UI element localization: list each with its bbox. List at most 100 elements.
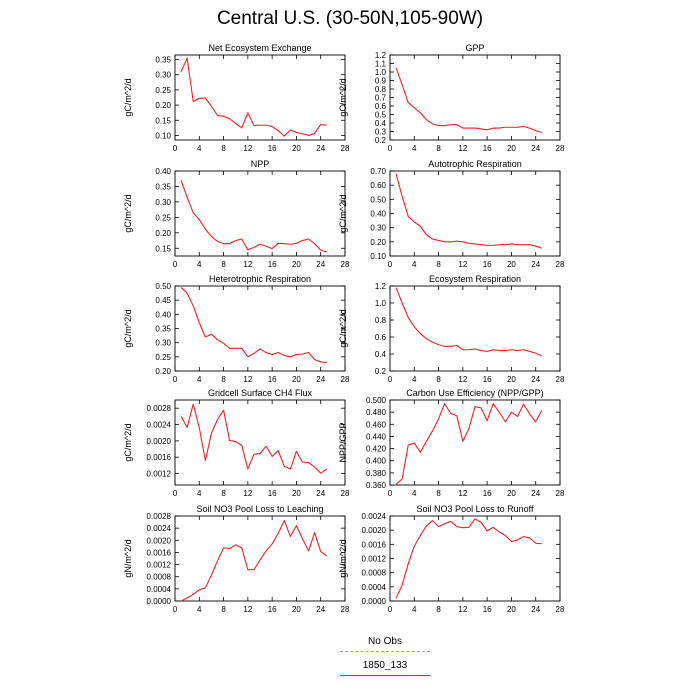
y-tick-label: 0.0024 xyxy=(147,524,172,533)
y-tick-label: 0.45 xyxy=(155,296,171,305)
x-tick-label: 0 xyxy=(388,375,393,384)
x-tick-label: 20 xyxy=(292,260,301,269)
x-tick-label: 28 xyxy=(556,489,565,498)
chart-title: Ecosystem Respiration xyxy=(429,274,521,284)
x-tick-label: 4 xyxy=(412,375,417,384)
x-tick-label: 24 xyxy=(531,605,540,614)
y-tick-label: 0.0024 xyxy=(147,421,172,430)
y-tick-label: 0.30 xyxy=(155,198,171,207)
y-tick-label: 0.10 xyxy=(155,131,171,140)
y-tick-label: 0.25 xyxy=(155,353,171,362)
x-tick-label: 12 xyxy=(243,375,252,384)
x-tick-label: 20 xyxy=(292,605,301,614)
x-tick-label: 16 xyxy=(483,375,492,384)
x-tick-label: 4 xyxy=(412,260,417,269)
x-tick-label: 12 xyxy=(458,375,467,384)
x-tick-label: 8 xyxy=(436,375,441,384)
chart-title: NPP xyxy=(251,159,270,169)
x-tick-label: 4 xyxy=(197,144,202,153)
y-tick-label: 0.0020 xyxy=(147,437,172,446)
y-tick-label: 0.40 xyxy=(370,210,386,219)
plot-frame xyxy=(174,399,346,486)
chart-title: Gridcell Surface CH4 Flux xyxy=(208,388,313,398)
x-tick-label: 4 xyxy=(412,489,417,498)
x-tick-label: 12 xyxy=(458,144,467,153)
series-line xyxy=(395,403,543,485)
y-tick-label: 0.9 xyxy=(375,77,387,86)
chart-title: Autotrophic Respiration xyxy=(428,159,522,169)
plot-frame xyxy=(389,170,561,257)
y-tick-label: 0.400 xyxy=(366,457,387,466)
x-tick-label: 28 xyxy=(341,375,350,384)
y-axis-label: gN/m^2/d xyxy=(338,539,348,577)
y-tick-label: 0.0024 xyxy=(362,512,387,521)
y-tick-label: 0.15 xyxy=(155,116,171,125)
y-axis-label: gC/m^2/d xyxy=(123,423,133,461)
chart-title: GPP xyxy=(465,43,484,53)
x-tick-label: 4 xyxy=(197,605,202,614)
y-tick-label: 0.3 xyxy=(375,128,387,137)
x-tick-label: 0 xyxy=(388,144,393,153)
x-tick-label: 8 xyxy=(436,144,441,153)
x-tick-label: 4 xyxy=(412,144,417,153)
x-tick-label: 24 xyxy=(316,375,325,384)
y-tick-label: 0.2 xyxy=(375,136,387,145)
x-tick-label: 28 xyxy=(556,260,565,269)
y-tick-label: 0.5 xyxy=(375,111,387,120)
legend-label-no-obs: No Obs xyxy=(368,636,402,647)
y-tick-label: 0.0028 xyxy=(147,512,172,521)
y-tick-label: 0.440 xyxy=(366,432,387,441)
x-tick-label: 4 xyxy=(197,375,202,384)
y-tick-label: 0.500 xyxy=(366,396,387,405)
y-tick-label: 0.8 xyxy=(375,85,387,94)
chart-title: Heterotrophic Respiration xyxy=(209,274,311,284)
x-tick-label: 4 xyxy=(412,605,417,614)
y-tick-label: 0.60 xyxy=(370,181,386,190)
y-tick-label: 0.40 xyxy=(155,167,171,176)
y-tick-label: 0.20 xyxy=(370,238,386,247)
x-tick-label: 24 xyxy=(316,260,325,269)
x-tick-label: 4 xyxy=(197,260,202,269)
chart-panel-2: NPP gC/m^2/d 0 4 8 12 16 20 24 28 0.15 0.20 0.25 0.30… xyxy=(123,159,350,269)
x-tick-label: 0 xyxy=(173,144,178,153)
x-tick-label: 12 xyxy=(458,260,467,269)
x-tick-label: 8 xyxy=(221,260,226,269)
y-tick-label: 0.50 xyxy=(370,195,386,204)
legend-line-1850-133 xyxy=(340,675,430,676)
x-tick-label: 12 xyxy=(243,489,252,498)
y-tick-label: 1.1 xyxy=(375,60,387,69)
x-tick-label: 24 xyxy=(531,260,540,269)
y-tick-label: 0.35 xyxy=(155,182,171,191)
y-tick-label: 0.0000 xyxy=(362,597,387,606)
series-line xyxy=(180,403,328,474)
y-tick-label: 0.6 xyxy=(375,102,387,111)
y-tick-label: 0.360 xyxy=(366,481,387,490)
y-tick-label: 0.8 xyxy=(375,316,387,325)
y-tick-label: 0.0016 xyxy=(362,540,387,549)
series-line xyxy=(180,180,327,253)
x-tick-label: 8 xyxy=(221,605,226,614)
x-tick-label: 16 xyxy=(483,144,492,153)
x-tick-label: 16 xyxy=(483,260,492,269)
page-title: Central U.S. (30-50N,105-90W) xyxy=(216,8,484,29)
series-line xyxy=(395,67,542,133)
chart-panel-7: Carbon Use Efficiency (NPP/GPP) NPP/GPP 0 4… xyxy=(338,388,565,498)
chart-title: Soil NO3 Pool Loss to Leaching xyxy=(196,504,323,514)
y-axis-label: gC/m^2/d xyxy=(123,78,133,116)
x-tick-label: 0 xyxy=(388,489,393,498)
x-tick-label: 8 xyxy=(221,375,226,384)
x-tick-label: 20 xyxy=(507,605,516,614)
x-tick-label: 12 xyxy=(458,489,467,498)
y-tick-label: 0.25 xyxy=(155,213,171,222)
y-tick-label: 0.0008 xyxy=(362,569,387,578)
x-tick-label: 8 xyxy=(221,144,226,153)
x-tick-label: 0 xyxy=(388,260,393,269)
y-tick-label: 0.50 xyxy=(155,282,171,291)
y-tick-label: 0.35 xyxy=(155,325,171,334)
series-line xyxy=(395,518,542,599)
x-tick-label: 24 xyxy=(316,489,325,498)
x-tick-label: 28 xyxy=(556,144,565,153)
y-tick-label: 0.0000 xyxy=(147,597,172,606)
series-line xyxy=(395,287,543,357)
